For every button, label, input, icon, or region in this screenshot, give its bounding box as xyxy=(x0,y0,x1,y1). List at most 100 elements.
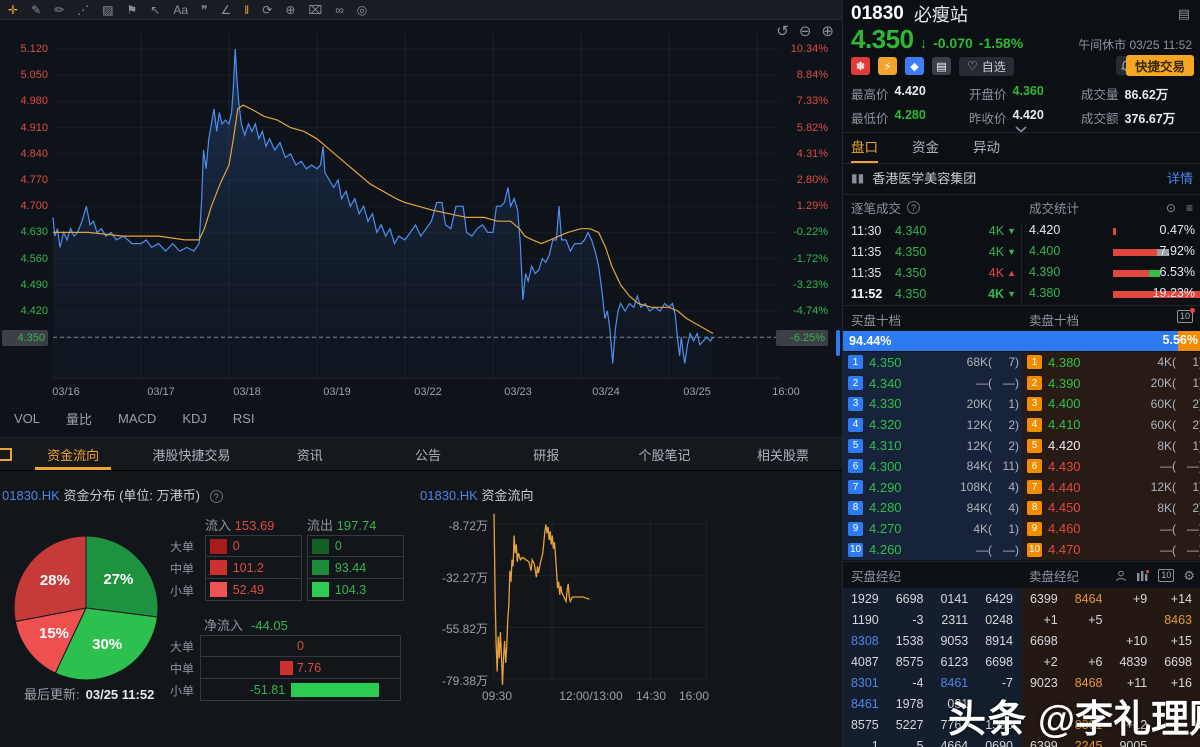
quick-trade-button[interactable]: 快捷交易 xyxy=(1126,55,1194,76)
broker-id[interactable]: 6698 xyxy=(977,655,1022,669)
refresh-icon[interactable]: ⟳ xyxy=(262,1,272,19)
broker-id[interactable]: 5 xyxy=(888,739,933,747)
broker-id[interactable]: 8301 xyxy=(843,676,888,690)
ask-level-10[interactable]: 104.470—(—) xyxy=(1022,539,1200,560)
tab-港股快捷交易[interactable]: 港股快捷交易 xyxy=(132,438,250,470)
broker-id[interactable]: 9053 xyxy=(933,634,978,648)
person-icon[interactable] xyxy=(1115,570,1127,582)
broker-id[interactable]: 8914 xyxy=(977,634,1022,648)
broker-id[interactable]: 4839 xyxy=(1112,655,1157,669)
flag-icon[interactable]: ⚑ xyxy=(127,1,138,19)
broker-id[interactable]: +2 xyxy=(1022,655,1067,669)
ask-level-6[interactable]: 64.430—(—) xyxy=(1022,456,1200,477)
more-icon[interactable]: ⊙ xyxy=(1166,201,1176,215)
tab-相关股票[interactable]: 相关股票 xyxy=(724,438,842,470)
broker-id[interactable]: 1978 xyxy=(888,697,933,711)
tab-个股笔记[interactable]: 个股笔记 xyxy=(605,438,723,470)
tab-资讯[interactable]: 资讯 xyxy=(251,438,369,470)
indicator-tab-MACD[interactable]: MACD xyxy=(118,411,156,426)
pencil-icon[interactable]: ✎ xyxy=(31,1,41,19)
bid-level-1[interactable]: 14.35068K(7) xyxy=(843,352,1022,373)
expand-chevron[interactable] xyxy=(1015,122,1027,136)
help-icon[interactable]: ? xyxy=(210,490,223,503)
tab-盘口[interactable]: 盘口 xyxy=(851,136,878,163)
broker-id[interactable]: 1190 xyxy=(843,613,888,627)
broker-id[interactable]: +14 xyxy=(1156,592,1200,606)
bid-level-6[interactable]: 64.30084K(11) xyxy=(843,456,1022,477)
target-icon[interactable]: ◎ xyxy=(357,1,367,19)
broker-id[interactable]: 6698 xyxy=(888,592,933,606)
erase-icon[interactable]: ⌧ xyxy=(308,1,322,19)
detail-link[interactable]: 详情 xyxy=(1167,168,1193,187)
bid-level-5[interactable]: 54.31012K(2) xyxy=(843,435,1022,456)
broker-id[interactable]: 8463 xyxy=(1156,613,1200,627)
broker-id[interactable]: 1929 xyxy=(843,592,888,606)
broker-id[interactable]: -4 xyxy=(888,676,933,690)
ask-level-8[interactable]: 84.4508K(2) xyxy=(1022,498,1200,519)
main-chart[interactable]: 5.1205.0504.9804.9104.8404.7704.7004.630… xyxy=(0,20,842,400)
ask-level-1[interactable]: 14.3804K(1) xyxy=(1022,352,1200,373)
bid-level-8[interactable]: 84.28084K(4) xyxy=(843,498,1022,519)
broker-id[interactable]: 8461 xyxy=(843,697,888,711)
polyline-icon[interactable]: ⋰ xyxy=(77,1,89,19)
pen-icon[interactable]: ✏ xyxy=(54,1,64,19)
lightning-icon[interactable]: ⚡ xyxy=(878,57,897,75)
tab-异动[interactable]: 异动 xyxy=(973,136,1000,163)
gear-icon[interactable]: ⚙ xyxy=(1183,568,1195,584)
broker-columns-icon[interactable] xyxy=(1136,570,1149,582)
tab-公告[interactable]: 公告 xyxy=(369,438,487,470)
bid-level-10[interactable]: 104.260—(—) xyxy=(843,539,1022,560)
tag-icon[interactable]: ◆ xyxy=(905,57,924,75)
broker-id[interactable]: 6698 xyxy=(1156,655,1200,669)
comment-icon[interactable]: ❞ xyxy=(201,1,207,19)
pattern-icon[interactable]: ▨ xyxy=(102,1,113,19)
hk-market-icon[interactable]: ✽ xyxy=(851,57,870,75)
ten-level-icon[interactable]: 10 xyxy=(1158,569,1174,582)
broker-id[interactable]: 5227 xyxy=(888,718,933,732)
broker-id[interactable]: 8308 xyxy=(843,634,888,648)
crosshair-icon[interactable]: ✛ xyxy=(8,1,18,19)
ask-level-4[interactable]: 44.41060K(2) xyxy=(1022,414,1200,435)
broker-id[interactable]: +9 xyxy=(1112,592,1157,606)
broker-id[interactable]: +5 xyxy=(1067,613,1112,627)
broker-id[interactable]: 8575 xyxy=(888,655,933,669)
compare-icon[interactable]: ‖ xyxy=(244,1,249,19)
indicator-tab-VOL[interactable]: VOL xyxy=(14,411,40,426)
bid-level-7[interactable]: 74.290108K(4) xyxy=(843,477,1022,498)
list-icon[interactable]: ▤ xyxy=(1178,6,1190,22)
broker-id[interactable]: 1538 xyxy=(888,634,933,648)
broker-id[interactable]: +1 xyxy=(1022,613,1067,627)
ask-level-9[interactable]: 94.460—(—) xyxy=(1022,518,1200,539)
tab-资金流向[interactable]: 资金流向 xyxy=(14,438,132,470)
angle-icon[interactable]: ∠ xyxy=(221,1,232,19)
indicator-tab-量比[interactable]: 量比 xyxy=(66,409,92,428)
ask-level-2[interactable]: 24.39020K(1) xyxy=(1022,373,1200,394)
link-icon[interactable]: ∞ xyxy=(335,1,344,19)
broker-id[interactable]: 4087 xyxy=(843,655,888,669)
broker-id[interactable]: 2311 xyxy=(933,613,978,627)
broker-id[interactable]: 6698 xyxy=(1022,634,1067,648)
bid-level-2[interactable]: 24.340—(—) xyxy=(843,373,1022,394)
broker-id[interactable]: -3 xyxy=(888,613,933,627)
ask-level-5[interactable]: 54.4208K(1) xyxy=(1022,435,1200,456)
text-icon[interactable]: Aa xyxy=(173,1,188,19)
broker-id[interactable]: 8464 xyxy=(1067,592,1112,606)
zoom-icon[interactable]: ⊕ xyxy=(285,1,295,19)
indicator-tab-RSI[interactable]: RSI xyxy=(233,411,255,426)
ask-level-7[interactable]: 74.44012K(1) xyxy=(1022,477,1200,498)
ten-level-icon[interactable]: 10 xyxy=(1177,310,1193,323)
tab-资金[interactable]: 资金 xyxy=(912,136,939,163)
help-icon[interactable]: ? xyxy=(907,201,920,214)
broker-id[interactable]: 6123 xyxy=(933,655,978,669)
undo-icon[interactable]: ↺ xyxy=(776,22,789,40)
bid-level-3[interactable]: 34.33020K(1) xyxy=(843,394,1022,415)
broker-id[interactable]: +15 xyxy=(1156,634,1200,648)
stock-code-link[interactable]: 01830.HK xyxy=(2,488,60,503)
bid-level-9[interactable]: 94.2704K(1) xyxy=(843,518,1022,539)
broker-id[interactable]: +10 xyxy=(1112,634,1157,648)
broker-id[interactable]: 6429 xyxy=(977,592,1022,606)
add-watchlist-button[interactable]: ♡自选 xyxy=(959,57,1014,76)
broker-id[interactable]: +6 xyxy=(1067,655,1112,669)
ask-level-3[interactable]: 34.40060K(2) xyxy=(1022,394,1200,415)
bid-level-4[interactable]: 44.32012K(2) xyxy=(843,414,1022,435)
